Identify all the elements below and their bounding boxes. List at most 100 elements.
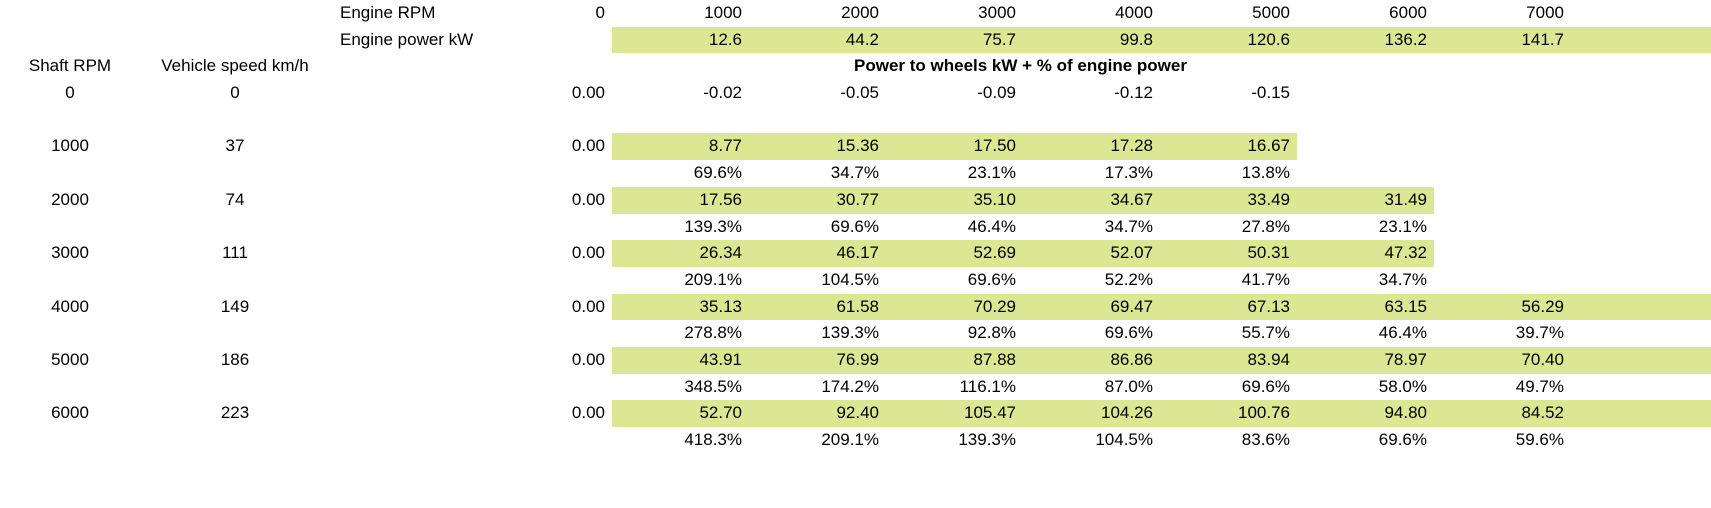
cell-empty[interactable] <box>1571 133 1711 160</box>
power-value[interactable]: 35.10 <box>886 186 1023 214</box>
percent-value[interactable]: 209.1% <box>684 269 742 289</box>
shaft-rpm-value[interactable]: 1000 <box>51 136 89 156</box>
power-value[interactable]: 17.28 <box>1023 133 1160 161</box>
power-value[interactable]: 30.77 <box>749 186 886 214</box>
cell-empty[interactable] <box>140 267 330 294</box>
power-value[interactable]: 69.47 <box>1023 293 1160 321</box>
power-value[interactable]: 0.00 <box>571 83 605 103</box>
cell-empty[interactable] <box>1571 0 1711 27</box>
percent-value[interactable]: 49.7% <box>1515 376 1564 396</box>
shaft-rpm-value[interactable]: 0 <box>65 83 75 103</box>
engine-power-value[interactable]: 136.2 <box>1297 26 1434 54</box>
vehicle-speed-value[interactable]: 37 <box>225 136 245 156</box>
cell-empty[interactable] <box>330 240 475 267</box>
cell-empty[interactable] <box>0 27 140 54</box>
cell-empty[interactable] <box>1571 427 1711 454</box>
power-value[interactable]: -0.05 <box>840 83 879 103</box>
engine-rpm-value[interactable]: 1000 <box>704 3 742 22</box>
percent-value[interactable] <box>475 267 612 294</box>
cell-empty[interactable] <box>330 160 475 187</box>
engine-power-value[interactable]: 99.8 <box>1023 26 1160 54</box>
power-value[interactable]: 0.00 <box>571 243 605 263</box>
percent-value[interactable]: 418.3% <box>684 430 742 449</box>
percent-value[interactable]: 174.2% <box>821 376 879 396</box>
percent-value[interactable]: 92.8% <box>967 323 1016 343</box>
power-value[interactable]: 0.00 <box>571 296 605 316</box>
percent-value[interactable] <box>1434 160 1571 187</box>
engine-rpm-value[interactable]: 5000 <box>1252 3 1290 22</box>
percent-value[interactable]: 209.1% <box>821 430 879 449</box>
cell-empty[interactable] <box>1571 346 1711 374</box>
cell-empty[interactable] <box>140 320 330 347</box>
percent-value[interactable] <box>475 427 612 454</box>
percent-value[interactable]: 87.0% <box>1104 376 1153 396</box>
shaft-rpm-value[interactable]: 6000 <box>51 403 89 423</box>
cell-empty[interactable] <box>330 107 475 134</box>
percent-value[interactable]: 59.6% <box>1515 430 1564 449</box>
engine-power-value[interactable]: 12.6 <box>612 26 749 54</box>
vehicle-speed-header[interactable]: Vehicle speed km/h <box>161 56 309 76</box>
percent-value[interactable]: 139.3% <box>684 216 742 236</box>
cell-empty[interactable] <box>1571 267 1711 294</box>
cell-empty[interactable] <box>330 320 475 347</box>
engine-rpm-value[interactable]: 3000 <box>978 3 1016 22</box>
shaft-rpm-value[interactable]: 5000 <box>51 349 89 369</box>
power-value[interactable]: 86.86 <box>1023 346 1160 374</box>
percent-value[interactable]: 41.7% <box>1241 269 1290 289</box>
power-value[interactable]: 61.58 <box>749 293 886 321</box>
power-value[interactable]: 31.49 <box>1297 186 1434 214</box>
cell-empty[interactable] <box>0 374 140 401</box>
percent-value[interactable]: 23.1% <box>967 163 1016 183</box>
percent-value[interactable] <box>1297 107 1434 134</box>
cell-empty[interactable] <box>1571 80 1711 107</box>
percent-value[interactable] <box>475 214 612 241</box>
cell-empty[interactable] <box>140 107 330 134</box>
cell-empty[interactable] <box>330 374 475 401</box>
power-value[interactable]: 52.70 <box>612 400 749 428</box>
shaft-rpm-value[interactable]: 4000 <box>51 296 89 316</box>
percent-value[interactable]: 69.6% <box>830 216 879 236</box>
vehicle-speed-value[interactable]: 223 <box>220 403 250 423</box>
power-value[interactable]: 17.56 <box>612 186 749 214</box>
cell-empty[interactable] <box>330 347 475 374</box>
percent-value[interactable]: 52.2% <box>1104 269 1153 289</box>
power-value[interactable]: 94.80 <box>1297 400 1434 428</box>
cell-empty[interactable] <box>140 214 330 241</box>
engine-power-value[interactable]: 44.2 <box>749 26 886 54</box>
percent-value[interactable]: 69.6% <box>693 163 742 183</box>
power-value[interactable]: -0.02 <box>703 83 742 103</box>
percent-value[interactable]: 27.8% <box>1241 216 1290 236</box>
percent-value[interactable]: 69.6% <box>1241 376 1290 396</box>
percent-value[interactable] <box>475 107 612 134</box>
cell-empty[interactable] <box>0 320 140 347</box>
cell-empty[interactable] <box>330 214 475 241</box>
power-value[interactable]: 76.99 <box>749 346 886 374</box>
power-value[interactable]: 105.47 <box>886 400 1023 428</box>
power-value[interactable]: -0.12 <box>1114 83 1153 103</box>
power-value[interactable]: 46.17 <box>749 240 886 267</box>
cell-empty[interactable] <box>1571 240 1711 267</box>
power-value[interactable]: 34.67 <box>1023 186 1160 214</box>
cell-empty[interactable] <box>330 427 475 454</box>
shaft-rpm-value[interactable]: 3000 <box>51 243 89 263</box>
percent-value[interactable]: 39.7% <box>1515 323 1564 343</box>
percent-value[interactable] <box>1434 267 1571 294</box>
cell-empty[interactable] <box>0 427 140 454</box>
cell-empty[interactable] <box>0 160 140 187</box>
power-value[interactable]: 78.97 <box>1297 346 1434 374</box>
power-value[interactable] <box>1434 133 1571 160</box>
vehicle-speed-value[interactable]: 0 <box>230 83 240 103</box>
percent-value[interactable]: 69.6% <box>1104 323 1153 343</box>
engine-rpm-label[interactable]: Engine RPM <box>340 3 436 22</box>
cell-empty[interactable] <box>1571 374 1711 401</box>
engine-power-value[interactable]: 75.7 <box>886 26 1023 54</box>
engine-rpm-value[interactable]: 6000 <box>1389 3 1427 22</box>
power-value[interactable]: 52.07 <box>1023 240 1160 267</box>
cell-empty[interactable] <box>1571 214 1711 241</box>
power-value[interactable]: 16.67 <box>1160 133 1297 161</box>
percent-value[interactable]: 69.6% <box>1378 430 1427 449</box>
cell-empty[interactable] <box>1571 187 1711 214</box>
power-value[interactable]: 0.00 <box>571 349 605 369</box>
cell-empty[interactable] <box>1571 26 1711 54</box>
power-value[interactable]: 83.94 <box>1160 346 1297 374</box>
